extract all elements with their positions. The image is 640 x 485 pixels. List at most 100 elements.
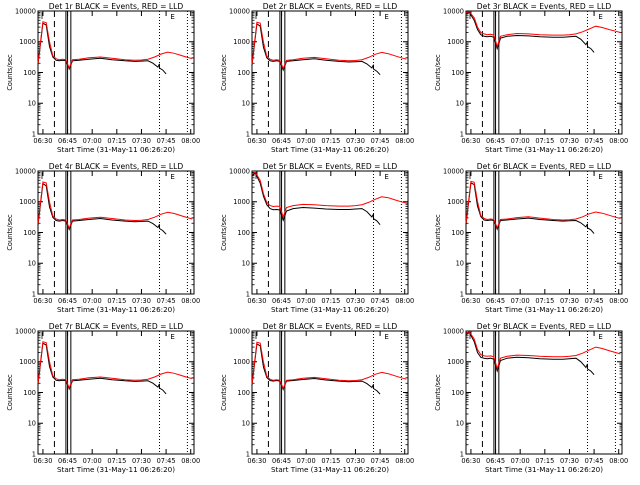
panel-7-title: Det 7r BLACK = Events, RED = LLD	[49, 322, 184, 331]
panel-2-ytick-label: 1000	[233, 38, 250, 46]
panel-9-xtick-label: 06:30	[461, 457, 480, 465]
panel-2-xlabel: Start Time (31-May-11 06:26:20)	[271, 145, 389, 154]
panel-1-ytick-label: 1	[32, 130, 36, 138]
panel-4-ytick-label: 10	[28, 260, 36, 268]
panel-3-xtick-label: 07:30	[560, 137, 579, 145]
panel-1-xtick-label: 08:00	[181, 137, 200, 145]
panel-4-ylabel: Counts/sec	[6, 214, 14, 251]
panel-2-xtick-label: 07:00	[297, 137, 316, 145]
panel-5-xtick-label: 07:15	[321, 297, 340, 305]
panel-2-ytick-label: 10	[242, 100, 250, 108]
panel-3-annotation: E	[598, 13, 602, 21]
panel-8-xtick-label: 08:00	[395, 457, 414, 465]
panel-4-group: Det 4r BLACK = Events, RED = LLD 1 10 100 10…	[6, 162, 200, 314]
panel-6-xtick-label: 06:30	[461, 297, 480, 305]
panel-3-xtick-label: 06:30	[461, 137, 480, 145]
panel-5-xlabel: Start Time (31-May-11 06:26:20)	[271, 305, 389, 314]
panel-2-ytick-label: 1	[246, 130, 250, 138]
panel-7-ytick-label: 10	[28, 420, 36, 428]
panel-4-xtick-label: 06:30	[33, 297, 52, 305]
panel-8-ytick-label: 10000	[229, 327, 250, 335]
panel-9-ytick-label: 1	[460, 450, 464, 458]
panel-7-series-lld-line	[37, 341, 193, 390]
panel-7-xtick-label: 07:30	[132, 457, 151, 465]
panel-2-xtick-label: 08:00	[395, 137, 414, 145]
panel-9-ylabel: Counts/sec	[434, 374, 442, 411]
panel-8-series-events-line	[251, 343, 381, 395]
panel-2-xtick-label: 06:30	[247, 137, 266, 145]
panel-8-ytick-label: 1	[246, 450, 250, 458]
panel-4-xtick-label: 07:00	[83, 297, 102, 305]
panel-8-xlabel: Start Time (31-May-11 06:26:20)	[271, 465, 389, 474]
panel-6-xlabel: Start Time (31-May-11 06:26:20)	[485, 305, 603, 314]
panel-3-title: Det 3r BLACK = Events, RED = LLD	[477, 2, 612, 11]
panel-2-series-lld-line	[251, 21, 407, 70]
panel-7-xtick-label: 07:15	[107, 457, 126, 465]
panel-2-xtick-label: 07:45	[371, 137, 390, 145]
panel-9-xtick-label: 07:45	[585, 457, 604, 465]
panel-2-group: Det 2r BLACK = Events, RED = LLD 1 10 100 10…	[220, 2, 414, 154]
panel-1-title: Det 1r BLACK = Events, RED = LLD	[49, 2, 184, 11]
panel-5-xtick-label: 07:45	[371, 297, 390, 305]
panel-7-xtick-label: 06:45	[58, 457, 77, 465]
panel-3-series-events-line	[465, 11, 595, 53]
panel-9-xtick-label: 08:00	[609, 457, 628, 465]
panel-8-xtick-label: 06:45	[272, 457, 291, 465]
panel-8-xtick-label: 07:00	[297, 457, 316, 465]
panel-7-ytick-label: 1000	[19, 358, 36, 366]
panel-7-xtick-label: 06:30	[33, 457, 52, 465]
panel-3-group: Det 3r BLACK = Events, RED = LLD 1 10 100 10…	[434, 2, 628, 154]
panel-6-xtick-label: 08:00	[609, 297, 628, 305]
panel-4-ytick-label: 100	[23, 229, 36, 237]
panel-7-xtick-label: 07:45	[157, 457, 176, 465]
panel-8-xtick-label: 07:15	[321, 457, 340, 465]
panel-1-ytick-label: 100	[23, 69, 36, 77]
panel-3-ylabel: Counts/sec	[434, 54, 442, 91]
panel-3-plot-frame	[465, 10, 623, 135]
panel-9-xtick-label: 06:45	[486, 457, 505, 465]
panel-5-xtick-label: 07:00	[297, 297, 316, 305]
panel-6-plot-frame	[465, 170, 623, 295]
panel-2-plot-frame	[251, 10, 409, 135]
panel-6-xtick-label: 07:15	[535, 297, 554, 305]
panel-5-series-lld-line	[251, 171, 407, 219]
panel-6-xtick-label: 06:45	[486, 297, 505, 305]
panel-6-series-events-line	[465, 182, 595, 234]
panel-5-ylabel: Counts/sec	[220, 214, 228, 251]
panel-9-series-lld-line	[465, 331, 621, 371]
panel-3-xtick-label: 07:15	[535, 137, 554, 145]
panel-4-series-events-line	[37, 182, 167, 235]
panel-9-xlabel: Start Time (31-May-11 06:26:20)	[485, 465, 603, 474]
panel-6-series-lld-line	[465, 180, 621, 230]
panel-3-xtick-label: 06:45	[486, 137, 505, 145]
panel-3-xtick-label: 07:45	[585, 137, 604, 145]
panel-6-xtick-label: 07:45	[585, 297, 604, 305]
panel-3-xtick-label: 07:00	[511, 137, 530, 145]
panel-8-ytick-label: 10	[242, 420, 250, 428]
panel-7-ytick-label: 10000	[15, 327, 36, 335]
panel-4-xlabel: Start Time (31-May-11 06:26:20)	[57, 305, 175, 314]
panel-4-ytick-label: 1	[32, 290, 36, 298]
panel-2-ytick-label: 10000	[229, 7, 250, 15]
panel-9-plot-frame	[465, 330, 623, 455]
panel-5-series-events-line	[251, 172, 381, 226]
panel-1-plot-frame	[37, 10, 195, 135]
panel-5-xtick-label: 06:30	[247, 297, 266, 305]
panel-8-ytick-label: 100	[237, 389, 250, 397]
panel-7-annotation: E	[170, 333, 174, 341]
panel-6-group: Det 6r BLACK = Events, RED = LLD 1 10 100 10…	[434, 162, 628, 314]
panel-8-title: Det 8r BLACK = Events, RED = LLD	[263, 322, 398, 331]
panel-9-series-events-line	[465, 331, 595, 376]
panel-2-ylabel: Counts/sec	[220, 54, 228, 91]
panel-2-xtick-label: 07:15	[321, 137, 340, 145]
panel-7-xtick-label: 07:00	[83, 457, 102, 465]
panel-8-ytick-label: 1000	[233, 358, 250, 366]
panel-8-series-lld-line	[251, 341, 407, 390]
panel-5-xtick-label: 08:00	[395, 297, 414, 305]
panel-3-ytick-label: 1	[460, 130, 464, 138]
panel-5-xtick-label: 07:30	[346, 297, 365, 305]
panel-9-title: Det 9r BLACK = Events, RED = LLD	[477, 322, 612, 331]
panel-2-ytick-label: 100	[237, 69, 250, 77]
